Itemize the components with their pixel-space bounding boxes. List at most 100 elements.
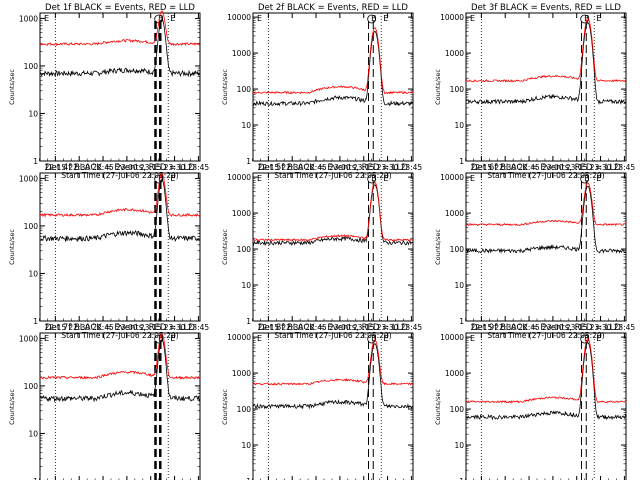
x-axis-label: Start Time (27-Jul-06 22:05:20): [274, 331, 391, 340]
x-tick-label: 22:45: [305, 323, 327, 332]
y-tick-label: 10: [241, 121, 251, 130]
y-tick-label: 1: [33, 317, 38, 326]
marker-label: E: [596, 174, 601, 183]
x-tick-label: 23:15: [353, 163, 375, 172]
y-axis-label: Counts/sec: [8, 389, 16, 425]
x-tick-label: 23:15: [566, 323, 588, 332]
marker-label: E: [470, 174, 475, 183]
panel-4: Det 4f BLACK = Events, RED = LLD Counts/s…: [8, 163, 209, 340]
panel-9: Det 9f BLACK = Events, RED = LLD Counts/s…: [434, 323, 627, 480]
y-tick-label: 1000: [445, 49, 464, 58]
y-tick-label: 10: [454, 121, 464, 130]
x-tick-label: 22:15: [471, 323, 493, 332]
y-tick-label: 10: [241, 441, 251, 450]
y-tick-label: 1000: [445, 209, 464, 218]
marker-label: E: [257, 14, 262, 23]
lld-series-line: [252, 27, 414, 95]
x-tick-label: 22:15: [258, 323, 280, 332]
x-axis-label: Start Time (27-Jul-06 22:05:20): [487, 331, 604, 340]
x-tick-label: 22:15: [45, 163, 67, 172]
marker-label: E: [596, 14, 601, 23]
x-tick-label: 23:15: [353, 323, 375, 332]
x-axis-label: Start Time (27-Jul-06 22:05:20): [487, 171, 604, 180]
y-tick-label: 100: [237, 85, 252, 94]
marker-label: E: [44, 174, 49, 183]
y-tick-label: 100: [24, 222, 39, 231]
x-tick-label: 23:45: [401, 323, 423, 332]
lld-series-line: [466, 182, 627, 227]
x-axis-label: Start Time (27-Jul-06 22:05:20): [274, 171, 391, 180]
x-tick-label: 23:30: [377, 163, 399, 172]
panel-title: Det 2f BLACK = Events, RED = LLD: [258, 3, 408, 13]
y-tick-label: 10: [28, 109, 38, 118]
x-tick-label: 22:30: [281, 323, 303, 332]
panel-title: Det 4f BLACK = Events, RED = LLD: [45, 163, 195, 173]
y-tick-label: 1000: [232, 369, 251, 378]
x-tick-label: 22:45: [92, 323, 114, 332]
x-tick-label: 23:45: [188, 163, 210, 172]
x-tick-label: 23:00: [329, 323, 351, 332]
panel-1: Det 1f BLACK = Events, RED = LLD Counts/s…: [8, 3, 209, 180]
marker-label: E: [170, 174, 175, 183]
marker-label: E: [44, 334, 49, 343]
y-tick-label: 100: [450, 85, 465, 94]
y-tick-label: 100: [450, 405, 465, 414]
events-series-line: [39, 338, 201, 403]
plot-frame: [465, 172, 627, 322]
plot-frame: [39, 172, 201, 322]
y-tick-label: 10000: [227, 13, 251, 22]
x-axis-label: Start Time (27-Jul-06 22:05:20): [61, 171, 178, 180]
y-tick-label: 100: [450, 245, 465, 254]
y-tick-label: 1000: [19, 174, 38, 183]
marker-label: E: [596, 334, 601, 343]
x-tick-label: 22:30: [281, 163, 303, 172]
x-tick-label: 23:00: [116, 323, 138, 332]
lld-series-line: [39, 333, 201, 380]
y-tick-label: 1000: [232, 49, 251, 58]
x-axis-label: Start Time (27-Jul-06 22:05:20): [61, 331, 178, 340]
panel-title: Det 8f BLACK = Events, RED = LLD: [258, 323, 408, 333]
events-series-line: [252, 184, 414, 247]
panel-title: Det 1f BLACK = Events, RED = LLD: [45, 3, 195, 13]
marker-label: B: [371, 174, 377, 183]
x-tick-label: 23:15: [140, 323, 162, 332]
y-tick-label: 10000: [440, 13, 464, 22]
peak-marker-circle: [154, 334, 164, 344]
panel-3: Det 3f BLACK = Events, RED = LLD Counts/s…: [434, 3, 635, 180]
x-tick-label: 22:30: [68, 323, 90, 332]
panel-5: Det 5f BLACK = Events, RED = LLD Counts/s…: [221, 163, 422, 340]
plot-frame: [465, 332, 627, 480]
x-tick-label: 23:00: [542, 323, 564, 332]
x-tick-label: 23:00: [542, 163, 564, 172]
x-tick-label: 22:15: [45, 323, 67, 332]
y-tick-label: 100: [237, 405, 252, 414]
x-tick-label: 22:30: [494, 323, 516, 332]
y-axis-label: Counts/sec: [8, 69, 16, 105]
panel-title: Det 5f BLACK = Events, RED = LLD: [258, 163, 408, 173]
x-tick-label: 23:30: [590, 163, 612, 172]
y-tick-label: 100: [237, 245, 252, 254]
x-tick-label: 22:15: [258, 163, 280, 172]
x-tick-label: 23:45: [614, 163, 636, 172]
x-tick-label: 23:30: [377, 323, 399, 332]
x-tick-label: 22:45: [518, 323, 540, 332]
y-axis-label: Counts/sec: [434, 69, 442, 105]
plot-frame: [252, 12, 414, 162]
events-series-line: [39, 18, 201, 78]
y-tick-label: 1: [33, 157, 38, 166]
panel-8: Det 8f BLACK = Events, RED = LLD Counts/s…: [221, 323, 414, 480]
x-tick-label: 22:30: [494, 163, 516, 172]
lld-series-line: [39, 172, 201, 218]
x-tick-label: 23:30: [590, 323, 612, 332]
lld-series-line: [465, 18, 627, 83]
y-tick-label: 10000: [227, 333, 251, 342]
lld-series-line: [466, 337, 627, 404]
marker-label: B: [584, 174, 590, 183]
panel-7: Det 7f BLACK = Events, RED = LLD Counts/s…: [8, 323, 201, 480]
y-tick-label: 1: [33, 477, 38, 480]
x-tick-label: 23:45: [614, 323, 636, 332]
y-tick-label: 10000: [440, 173, 464, 182]
marker-label: E: [383, 174, 388, 183]
marker-label: E: [170, 14, 175, 23]
